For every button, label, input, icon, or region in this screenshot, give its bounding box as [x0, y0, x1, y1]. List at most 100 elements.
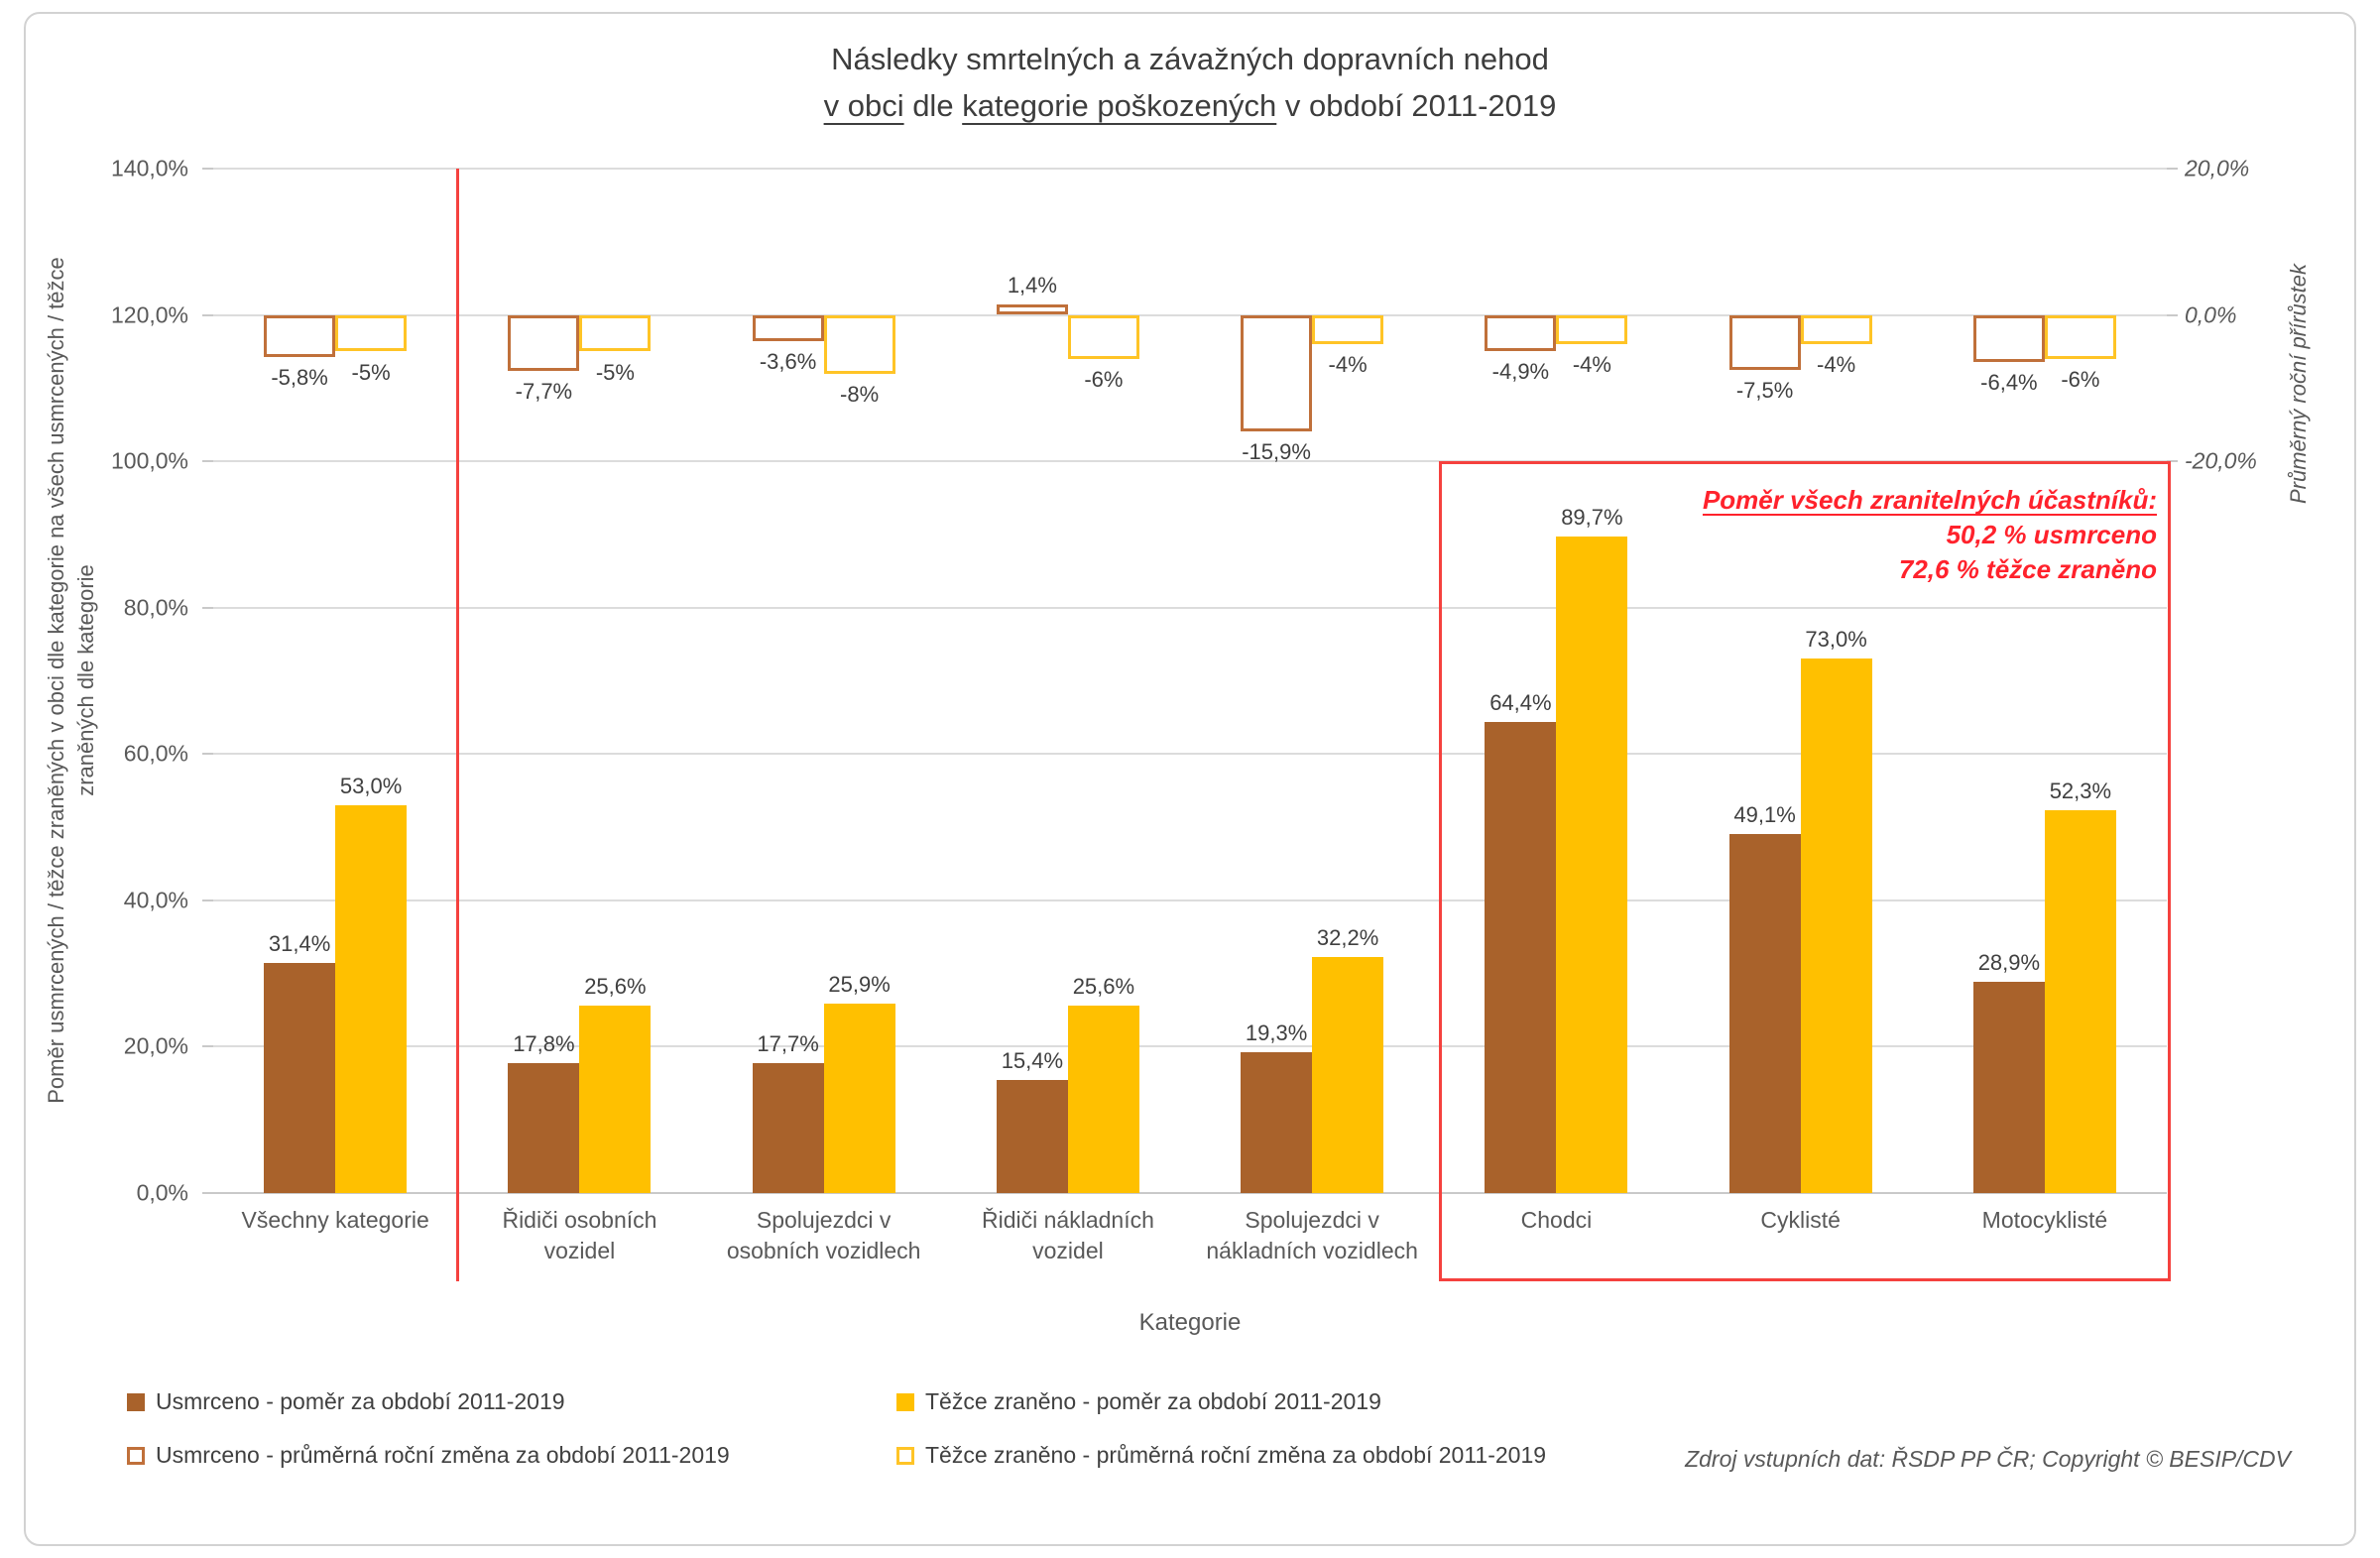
bar-usmrceno-zmena	[996, 304, 1068, 315]
bar-usmrceno-pomer	[1241, 1051, 1313, 1193]
red-separator-line	[456, 169, 460, 1281]
bar-usmrceno-zmena	[1485, 314, 1557, 351]
x-axis-title: Kategorie	[1138, 1309, 1242, 1336]
gridline	[213, 753, 2167, 756]
y-tickmark-right	[2167, 460, 2178, 463]
legend-item-1: Těžce zraněno - poměr za období 2011-201…	[896, 1388, 1381, 1415]
y-tick-left: 120,0%	[110, 301, 188, 328]
label-usmrceno-zmena: -6,4%	[1980, 369, 2038, 395]
bar-tezce-zraneno-zmena	[1312, 314, 1384, 345]
legend-label: Usmrceno - průměrná roční změna za obdob…	[156, 1442, 730, 1468]
label-usmrceno-zmena: -15,9%	[1242, 438, 1311, 464]
bar-tezce-zraneno-pomer	[1312, 957, 1384, 1193]
x-category-label: Cyklisté	[1760, 1207, 1841, 1233]
bar-usmrceno-zmena	[1241, 314, 1313, 431]
right-axis-title: Průměrný roční přírůstek	[2286, 263, 2311, 505]
label-tezce-zraneno-zmena: -4%	[1572, 352, 1611, 378]
label-usmrceno-zmena: -7,7%	[515, 379, 573, 405]
bar-tezce-zraneno-zmena	[1556, 314, 1628, 345]
gridline	[213, 606, 2167, 609]
bar-usmrceno-pomer	[752, 1063, 824, 1193]
label-tezce-zraneno-pomer: 25,6%	[1072, 974, 1135, 1000]
x-category-label: Spolujezdci v osobních vozidlech	[726, 1207, 921, 1263]
legend-label: Těžce zraněno - průměrná roční změna za …	[925, 1442, 1547, 1468]
label-tezce-zraneno-zmena: -6%	[1084, 366, 1124, 392]
x-category-label: Řidiči osobních vozidel	[502, 1207, 657, 1263]
bar-usmrceno-pomer	[1972, 981, 2045, 1193]
y-tickmark-left	[202, 753, 213, 756]
x-category-label: Spolujezdci v nákladních vozidlech	[1206, 1207, 1418, 1263]
label-tezce-zraneno-pomer: 52,3%	[2049, 779, 2112, 804]
label-usmrceno-zmena: -4,9%	[1491, 358, 1550, 384]
bar-tezce-zraneno-pomer	[1556, 537, 1628, 1193]
chart-title-line2: v obci dle kategorie poškozených v obdob…	[823, 88, 1557, 123]
label-usmrceno-pomer: 17,7%	[757, 1031, 819, 1057]
bar-tezce-zraneno-pomer	[1800, 659, 1872, 1193]
bar-tezce-zraneno-pomer	[579, 1006, 652, 1193]
y-tick-left: 80,0%	[123, 594, 188, 621]
y-tickmark-left	[202, 606, 213, 609]
legend-label: Těžce zraněno - poměr za období 2011-201…	[925, 1388, 1381, 1414]
bar-usmrceno-zmena	[1728, 314, 1801, 370]
label-usmrceno-pomer: 19,3%	[1245, 1019, 1308, 1045]
source-note: Zdroj vstupních dat: ŘSDP PP ČR; Copyrig…	[1685, 1446, 2291, 1472]
bar-tezce-zraneno-zmena	[1067, 314, 1139, 359]
legend-swatch-outline-yellow	[896, 1446, 914, 1465]
label-usmrceno-pomer: 28,9%	[1977, 949, 2041, 975]
label-tezce-zraneno-zmena: -8%	[840, 381, 880, 407]
y-tickmark-right	[2167, 168, 2178, 170]
bar-tezce-zraneno-zmena	[1800, 314, 1872, 345]
bar-usmrceno-pomer	[996, 1080, 1068, 1193]
bar-tezce-zraneno-zmena	[579, 314, 652, 352]
y-tickmark-left	[202, 168, 213, 170]
label-usmrceno-pomer: 15,4%	[1001, 1048, 1064, 1074]
bar-usmrceno-pomer	[1728, 833, 1801, 1193]
label-usmrceno-pomer: 64,4%	[1489, 689, 1552, 715]
bar-tezce-zraneno-pomer	[335, 804, 408, 1193]
y-tick-left: 100,0%	[110, 447, 188, 474]
annotation-vulnerable-users: Poměr všech zranitelných účastníků: 50,2 …	[1702, 485, 2157, 584]
label-tezce-zraneno-zmena: -5%	[351, 359, 391, 385]
bar-usmrceno-pomer	[1485, 721, 1557, 1193]
bar-tezce-zraneno-zmena	[335, 314, 408, 352]
label-tezce-zraneno-pomer: 89,7%	[1561, 505, 1623, 531]
label-usmrceno-pomer: 17,8%	[513, 1030, 575, 1056]
y-tickmark-right	[2167, 313, 2178, 316]
legend-item-2: Usmrceno - průměrná roční změna za obdob…	[127, 1442, 730, 1469]
gridline	[213, 460, 2167, 463]
legend-swatch-outline-brown	[127, 1446, 145, 1465]
y-tickmark-left	[202, 1192, 213, 1194]
legend-swatch-solid-yellow	[896, 1392, 914, 1411]
bar-usmrceno-zmena	[752, 314, 824, 342]
bar-tezce-zraneno-pomer	[823, 1003, 895, 1193]
label-usmrceno-pomer: 31,4%	[268, 931, 331, 957]
chart-title-line1: Následky smrtelných a závažných dopravní…	[831, 42, 1549, 76]
y-tick-left: 40,0%	[123, 887, 188, 913]
x-category-label: Chodci	[1520, 1207, 1593, 1233]
legend: Usmrceno - poměr za období 2011-2019 Těžc…	[127, 1388, 2110, 1498]
bar-usmrceno-pomer	[264, 963, 336, 1193]
label-tezce-zraneno-pomer: 73,0%	[1805, 627, 1867, 653]
y-tick-right: -20,0%	[2185, 447, 2257, 474]
legend-item-3: Těžce zraněno - průměrná roční změna za …	[896, 1442, 1546, 1469]
label-tezce-zraneno-zmena: -5%	[595, 359, 635, 385]
bar-tezce-zraneno-pomer	[2044, 810, 2116, 1193]
label-tezce-zraneno-pomer: 25,6%	[584, 974, 647, 1000]
y-tick-left: 60,0%	[123, 740, 188, 767]
label-tezce-zraneno-pomer: 25,9%	[828, 971, 891, 997]
bar-tezce-zraneno-pomer	[1067, 1006, 1139, 1193]
y-tickmark-left	[202, 313, 213, 316]
label-usmrceno-zmena: -7,5%	[1735, 377, 1794, 403]
label-tezce-zraneno-zmena: -6%	[2061, 366, 2100, 392]
y-tick-left: 140,0%	[110, 155, 188, 181]
label-usmrceno-zmena: -5,8%	[271, 365, 328, 391]
bar-usmrceno-zmena	[508, 314, 580, 372]
y-tick-left: 20,0%	[123, 1032, 188, 1059]
y-tick-right: 20,0%	[2185, 155, 2250, 181]
figure-frame	[24, 12, 2356, 1546]
y-tickmark-left	[202, 1045, 213, 1048]
gridline	[213, 1192, 2167, 1194]
label-usmrceno-zmena: -3,6%	[759, 349, 817, 375]
label-tezce-zraneno-zmena: -4%	[1817, 352, 1856, 378]
bar-tezce-zraneno-zmena	[2044, 314, 2116, 359]
